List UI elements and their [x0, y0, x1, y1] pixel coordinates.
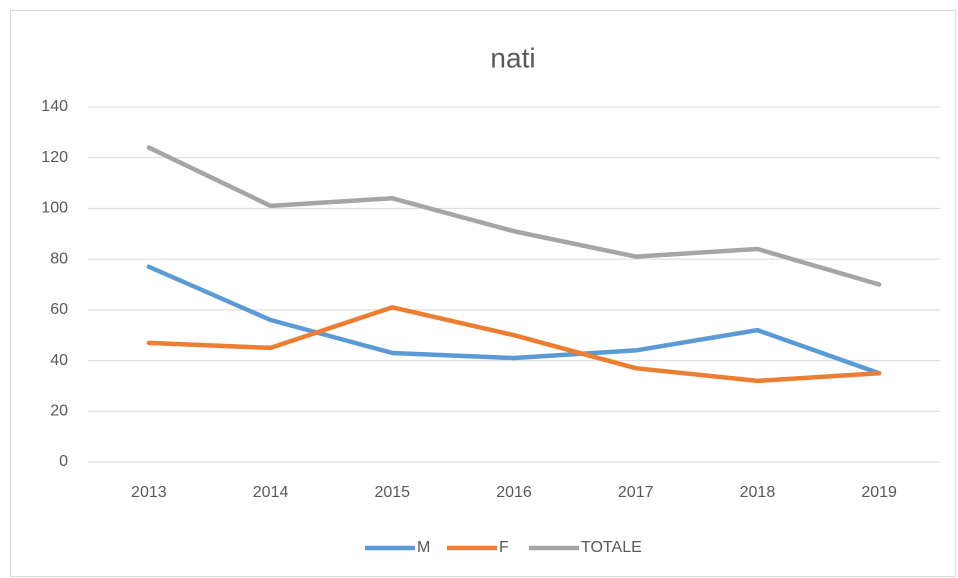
y-tick-label: 60: [50, 301, 68, 318]
line-series: [146, 145, 882, 287]
legend-label: F: [499, 539, 509, 556]
line-series: [146, 264, 882, 376]
chart-title: nati: [490, 42, 535, 73]
x-tick-label: 2014: [253, 484, 289, 501]
x-tick-label: 2015: [374, 484, 410, 501]
y-tick-label: 120: [41, 149, 68, 166]
x-tick-label: 2017: [618, 484, 654, 501]
y-tick-label: 140: [41, 98, 68, 115]
y-tick-label: 20: [50, 403, 68, 420]
y-tick-label: 0: [59, 453, 68, 470]
x-tick-label: 2013: [131, 484, 167, 501]
line-series: [146, 305, 882, 384]
chart-border: [10, 10, 956, 577]
legend-label: M: [417, 539, 430, 556]
x-tick-label: 2018: [740, 484, 776, 501]
x-tick-label: 2016: [496, 484, 532, 501]
y-tick-label: 40: [50, 352, 68, 369]
y-tick-label: 80: [50, 250, 68, 267]
y-tick-label: 100: [41, 200, 68, 217]
x-tick-label: 2019: [861, 484, 897, 501]
legend-label: TOTALE: [581, 539, 642, 556]
